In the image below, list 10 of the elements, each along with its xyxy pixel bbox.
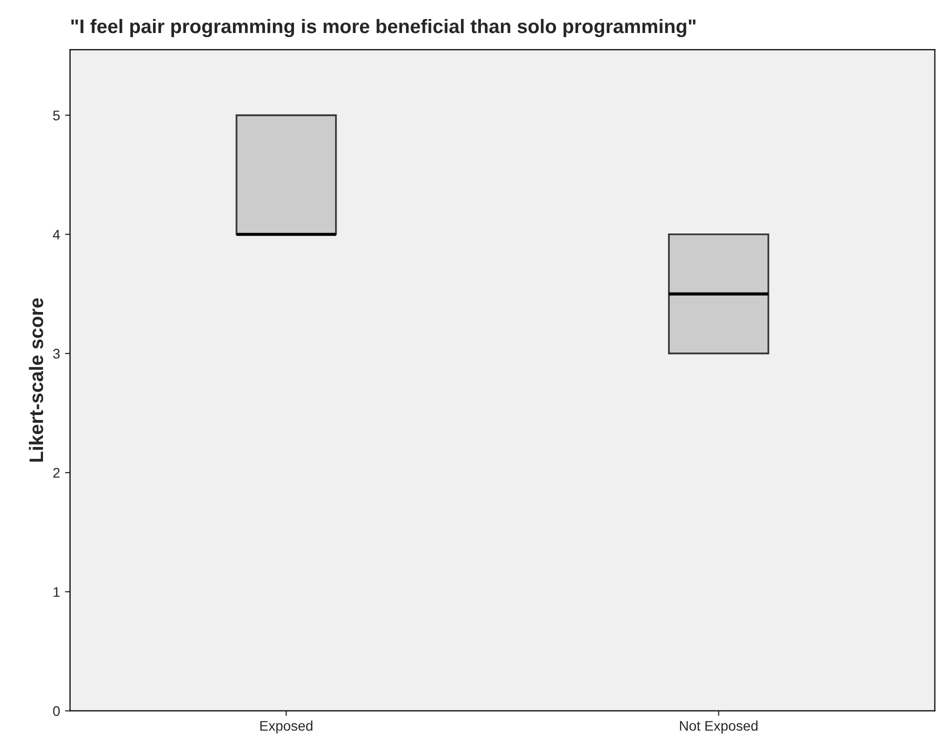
y-tick-label: 1 [54,587,60,597]
y-tick-label: 3 [53,348,60,359]
y-tick-label: 2 [53,468,60,478]
x-tick-label: Exposed [260,720,312,734]
y-tick-label: 4 [52,230,60,240]
y-axis-title: Likert-scale score [28,298,44,462]
y-tick-label: 5 [53,110,60,120]
chart-title: "I feel pair programming is more beneficial than solo programming" [71,18,696,38]
y-tick-label: 0 [53,706,60,716]
x-tick-label: Not Exposed [680,720,758,734]
